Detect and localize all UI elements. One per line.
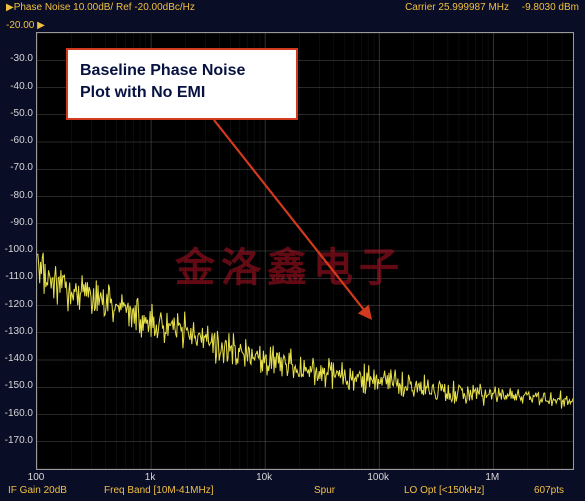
title-left: ▶Phase Noise 10.00dB/ Ref -20.00dBc/Hz bbox=[6, 2, 195, 13]
y-tick-label: -80.0 bbox=[3, 190, 33, 201]
y-tick-label: -40.0 bbox=[3, 81, 33, 92]
x-tick-label: 100 bbox=[28, 472, 45, 483]
ref-level-label: -20.00 ▶ bbox=[6, 20, 45, 31]
callout-line-2: Plot with No EMI bbox=[80, 82, 284, 104]
status-item: LO Opt [<150kHz] bbox=[404, 485, 484, 496]
y-tick-label: -160.0 bbox=[3, 408, 33, 419]
status-item: IF Gain 20dB bbox=[8, 485, 67, 496]
callout-line-1: Baseline Phase Noise bbox=[80, 60, 284, 82]
x-tick-label: 1M bbox=[485, 472, 499, 483]
title-bar: ▶Phase Noise 10.00dB/ Ref -20.00dBc/Hz C… bbox=[6, 2, 579, 16]
y-tick-label: -130.0 bbox=[3, 326, 33, 337]
status-item: Spur bbox=[314, 485, 335, 496]
y-tick-label: -60.0 bbox=[3, 135, 33, 146]
y-tick-label: -50.0 bbox=[3, 108, 33, 119]
y-tick-label: -140.0 bbox=[3, 353, 33, 364]
x-tick-label: 1k bbox=[145, 472, 156, 483]
callout-box: Baseline Phase Noise Plot with No EMI bbox=[66, 48, 298, 120]
y-tick-label: -100.0 bbox=[3, 244, 33, 255]
instrument-screen: ▶Phase Noise 10.00dB/ Ref -20.00dBc/Hz C… bbox=[0, 0, 585, 501]
y-tick-label: -70.0 bbox=[3, 162, 33, 173]
status-bar: IF Gain 20dB Freq Band [10M-41MHz] Spur LO … bbox=[4, 485, 581, 499]
status-item: 607pts bbox=[534, 485, 564, 496]
y-tick-label: -170.0 bbox=[3, 435, 33, 446]
y-tick-label: -110.0 bbox=[3, 271, 33, 282]
x-tick-label: 10k bbox=[256, 472, 272, 483]
x-tick-label: 100k bbox=[367, 472, 389, 483]
y-tick-label: -30.0 bbox=[3, 53, 33, 64]
y-tick-label: -90.0 bbox=[3, 217, 33, 228]
y-tick-label: -150.0 bbox=[3, 380, 33, 391]
status-item: Freq Band [10M-41MHz] bbox=[104, 485, 214, 496]
title-dbm: -9.8030 dBm bbox=[522, 2, 579, 13]
title-carrier: Carrier 25.999987 MHz bbox=[405, 2, 509, 13]
y-tick-label: -120.0 bbox=[3, 299, 33, 310]
